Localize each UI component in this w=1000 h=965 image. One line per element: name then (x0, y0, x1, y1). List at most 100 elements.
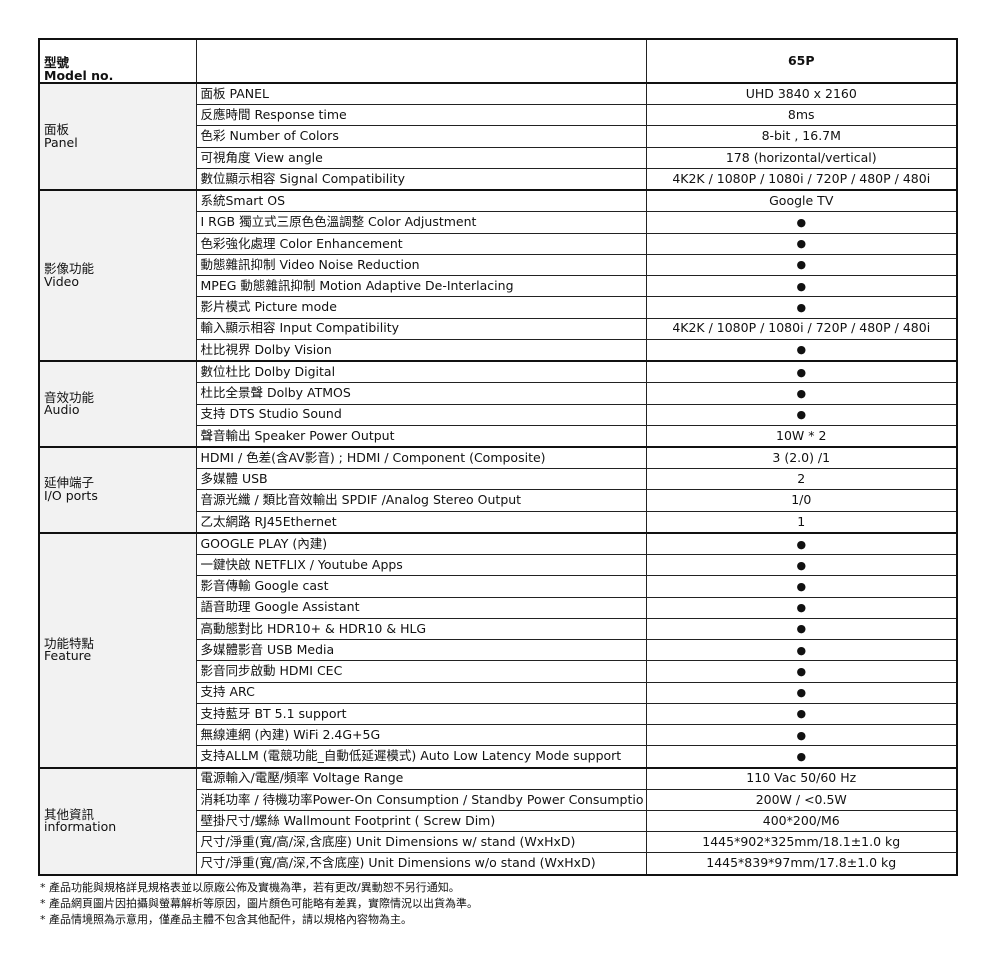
spec-label: 高動態對比 HDR10+ & HDR10 & HLG (195, 617, 647, 641)
spec-label: 色彩強化處理 Color Enhancement (195, 232, 647, 255)
header-row: 型號 Model no. 65P (38, 38, 958, 84)
spec-label: 影音傳輸 Google cast (195, 575, 647, 598)
spec-value: 1 (645, 510, 958, 534)
table-row: 杜比全景聲 Dolby ATMOS ● (39, 382, 958, 405)
spec-label: 壁掛尺寸/螺絲 Wallmount Footprint ( Screw Dim) (195, 809, 647, 833)
supported-dot-icon: ● (645, 554, 958, 577)
spec-label: I RGB 獨立式三原色色溫調整 Color Adjustment (195, 211, 647, 234)
spec-value: 1/0 (645, 489, 958, 512)
section-label-en: Feature (44, 648, 92, 664)
spec-label: 動態雜訊抑制 Video Noise Reduction (195, 253, 647, 277)
section-label: 影像功能 Video (38, 189, 197, 362)
supported-dot-icon: ● (645, 575, 958, 598)
spec-label: 消耗功率 / 待機功率Power-On Consumption / Standb… (195, 788, 647, 811)
table-row: 影片模式 Picture mode ● (39, 296, 958, 319)
supported-dot-icon: ● (645, 724, 958, 747)
table-row: 壁掛尺寸/螺絲 Wallmount Footprint ( Screw Dim)… (39, 809, 958, 833)
spec-label: 電源輸入/電壓/頻率 Voltage Range (195, 766, 647, 790)
spec-label: 多媒體 USB (195, 468, 647, 491)
table-row: 多媒體影音 USB Media ● (39, 639, 958, 662)
supported-dot-icon: ● (645, 639, 958, 662)
spec-label: 色彩 Number of Colors (195, 125, 647, 148)
section-label-en: Audio (44, 402, 80, 418)
spec-label: HDMI / 色差(含AV影音) ; HDMI / Component (Com… (195, 445, 647, 470)
table-row: 功能特點 Feature GOOGLE PLAY (內建) ● (38, 531, 958, 768)
spec-label: 支持 DTS Studio Sound (195, 403, 647, 426)
supported-dot-icon: ● (645, 745, 958, 768)
spec-label: GOOGLE PLAY (內建) (195, 531, 647, 556)
spec-value: 200W / <0.5W (645, 788, 958, 811)
supported-dot-icon: ● (645, 232, 958, 255)
section-label-en: I/O ports (44, 487, 98, 503)
spec-label: 尺寸/淨重(寬/高/深,不含底座) Unit Dimensions w/o st… (195, 852, 647, 876)
spec-label: 尺寸/淨重(寬/高/深,含底座) Unit Dimensions w/ stan… (195, 831, 647, 854)
spec-value: 8ms (645, 104, 958, 127)
table-row: 尺寸/淨重(寬/高/深,不含底座) Unit Dimensions w/o st… (39, 852, 958, 876)
table-row: 可視角度 View angle 178 (horizontal/vertical) (39, 146, 958, 169)
table-row: 輸入顯示相容 Input Compatibility 4K2K / 1080P /… (39, 317, 958, 340)
spec-label: 影音同步啟動 HDMI CEC (195, 660, 647, 683)
footnotes: * 產品功能與規格詳見規格表並以原廠公佈及實機為準，若有更改/異動恕不另行通知。… (40, 880, 478, 928)
spec-value: 10W * 2 (645, 424, 958, 448)
table-row: 多媒體 USB 2 (39, 468, 958, 491)
table-row: 音效功能 Audio 數位杜比 Dolby Digital ● (38, 360, 958, 448)
table-row: 語音助理 Google Assistant ● (39, 596, 958, 619)
supported-dot-icon: ● (645, 681, 958, 704)
table-row: 消耗功率 / 待機功率Power-On Consumption / Standb… (39, 788, 958, 811)
supported-dot-icon: ● (645, 660, 958, 683)
table-row: 杜比視界 Dolby Vision ● (39, 338, 958, 362)
section-label-zh: 面板 (44, 122, 70, 138)
supported-dot-icon: ● (645, 403, 958, 426)
supported-dot-icon: ● (645, 253, 958, 277)
section-label-zh: 影像功能 (44, 261, 95, 277)
section-label: 延伸端子 I/O ports (38, 445, 197, 534)
spec-label: 多媒體影音 USB Media (195, 639, 647, 662)
spec-value: 4K2K / 1080P / 1080i / 720P / 480P / 480… (645, 167, 958, 191)
spec-value: Google TV (645, 189, 958, 213)
header-blank (195, 38, 647, 84)
table-row: 其他資訊 information 電源輸入/電壓/頻率 Voltage Range 1… (38, 766, 958, 876)
supported-dot-icon: ● (645, 296, 958, 319)
table-row: MPEG 動態雜訊抑制 Motion Adaptive De-Interlaci… (39, 275, 958, 298)
spec-label: MPEG 動態雜訊抑制 Motion Adaptive De-Interlaci… (195, 275, 647, 298)
spec-label: 面板 PANEL (195, 82, 647, 106)
footnote: * 產品情境照為示意用，僅產品主體不包含其他配件，請以規格內容物為主。 (40, 913, 412, 926)
spec-label: 支持ALLM (電競功能_自動低延遲模式) Auto Low Latency M… (195, 745, 647, 768)
spec-label: 影片模式 Picture mode (195, 296, 647, 319)
section-label-zh: 延伸端子 (44, 475, 95, 491)
table-row: 影像功能 Video 系統Smart OS Google TV (38, 189, 958, 362)
supported-dot-icon: ● (645, 702, 958, 726)
model-name: 65P (645, 38, 958, 84)
spec-label: 數位杜比 Dolby Digital (195, 360, 647, 384)
spec-label: 無線連網 (內建) WiFi 2.4G+5G (195, 724, 647, 747)
table-row: 支持ALLM (電競功能_自動低延遲模式) Auto Low Latency M… (39, 745, 958, 768)
model-label: 型號 Model no. (38, 38, 197, 84)
spec-value: 1445*902*325mm/18.1±1.0 kg (645, 831, 958, 854)
spec-label: 輸入顯示相容 Input Compatibility (195, 317, 647, 340)
spec-value: 3 (2.0) /1 (645, 445, 958, 470)
supported-dot-icon: ● (645, 382, 958, 405)
footnote: * 產品功能與規格詳見規格表並以原廠公佈及實機為準，若有更改/異動恕不另行通知。 (40, 881, 460, 894)
section-label: 功能特點 Feature (38, 531, 197, 768)
section-label: 其他資訊 information (38, 766, 197, 876)
table-row: 反應時間 Response time 8ms (39, 104, 958, 127)
section-label-zh: 其他資訊 (44, 806, 95, 822)
supported-dot-icon: ● (645, 531, 958, 556)
spec-value: 178 (horizontal/vertical) (645, 146, 958, 169)
spec-label: 數位顯示相容 Signal Compatibility (195, 167, 647, 191)
model-label-en: Model no. (44, 67, 114, 83)
table-row: 延伸端子 I/O ports HDMI / 色差(含AV影音) ; HDMI / C… (38, 445, 958, 534)
spec-label: 一鍵快啟 NETFLIX / Youtube Apps (195, 554, 647, 577)
section-label-zh: 音效功能 (44, 389, 95, 405)
spec-value: 110 Vac 50/60 Hz (645, 766, 958, 790)
spec-label: 支持 ARC (195, 681, 647, 704)
table-row: I RGB 獨立式三原色色溫調整 Color Adjustment ● (39, 211, 958, 234)
section-label-en: Video (44, 273, 80, 289)
table-row: 音源光纖 / 類比音效輸出 SPDIF /Analog Stereo Outpu… (39, 489, 958, 512)
model-label-zh: 型號 (44, 55, 70, 70)
supported-dot-icon: ● (645, 211, 958, 234)
supported-dot-icon: ● (645, 617, 958, 641)
spec-label: 乙太網路 RJ45Ethernet (195, 510, 647, 534)
spec-value: UHD 3840 x 2160 (645, 82, 958, 106)
spec-value: 2 (645, 468, 958, 491)
